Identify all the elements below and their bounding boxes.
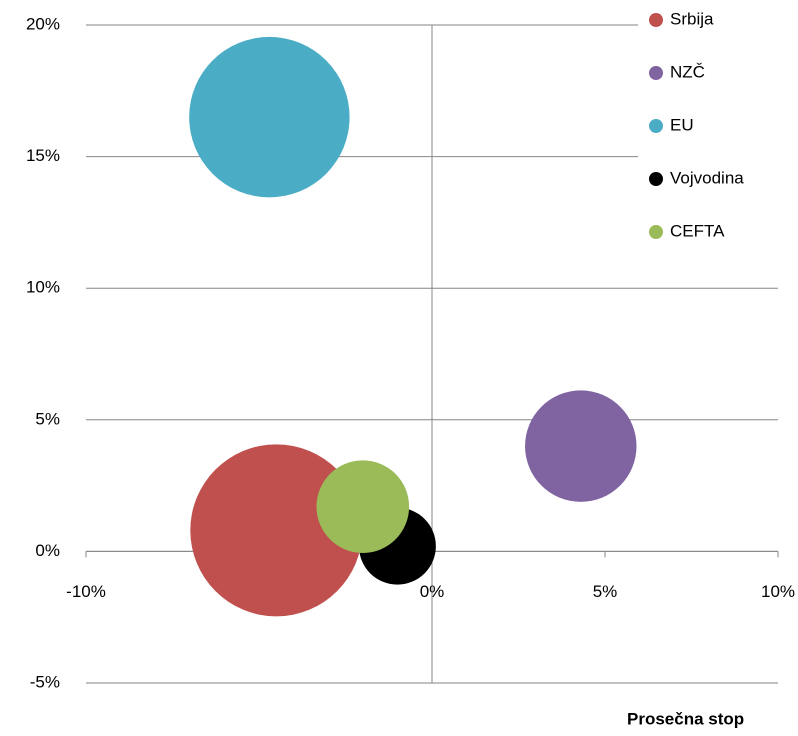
y-tick-label: 5% xyxy=(35,409,60,428)
legend-marker xyxy=(649,225,663,239)
legend-label: Srbija xyxy=(670,9,714,28)
legend-background xyxy=(638,0,798,250)
legend-marker xyxy=(649,66,663,80)
x-tick-label: 0% xyxy=(420,582,445,601)
legend-label: CEFTA xyxy=(670,221,725,240)
legend-marker xyxy=(649,13,663,27)
y-tick-label: 10% xyxy=(26,278,60,297)
legend-marker xyxy=(649,119,663,133)
y-tick-label: -5% xyxy=(30,672,60,691)
bubble xyxy=(525,390,637,502)
x-axis-label: Prosečna stop xyxy=(627,709,744,728)
legend-label: NZČ xyxy=(670,62,705,81)
bubble xyxy=(316,460,410,553)
bubble xyxy=(190,444,363,617)
x-tick-label: -10% xyxy=(66,582,106,601)
legend-label: EU xyxy=(670,115,694,134)
bubble xyxy=(189,36,350,198)
y-tick-label: 0% xyxy=(35,541,60,560)
y-tick-label: 20% xyxy=(26,14,60,33)
legend-label: Vojvodina xyxy=(670,168,744,187)
x-tick-label: 5% xyxy=(593,582,618,601)
legend-marker xyxy=(649,172,663,186)
y-tick-label: 15% xyxy=(26,146,60,165)
x-tick-label: 10% xyxy=(761,582,795,601)
